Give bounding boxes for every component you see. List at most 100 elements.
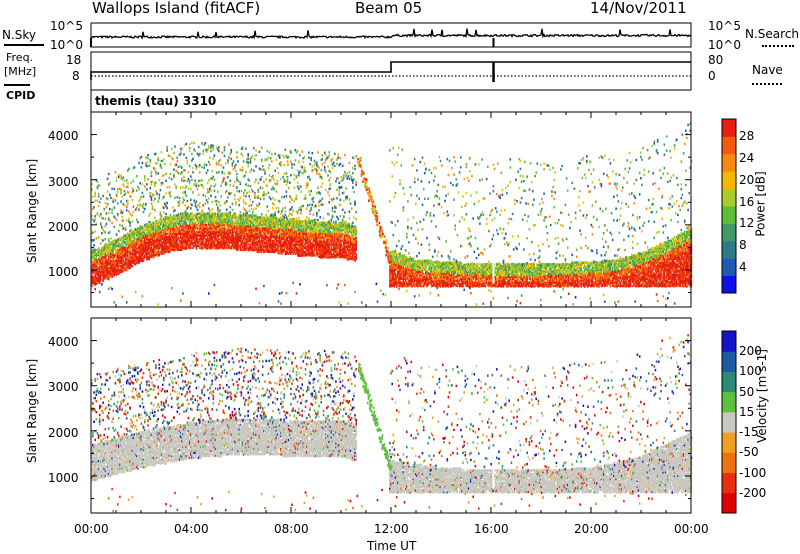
heatmap-cell <box>231 232 234 235</box>
heatmap-cell <box>128 248 130 251</box>
heatmap-cell <box>136 241 138 244</box>
heatmap-cell <box>128 220 130 223</box>
heatmap-cell <box>204 195 207 198</box>
heatmap-cell <box>186 180 189 183</box>
heatmap-cell <box>196 232 199 235</box>
heatmap-cell <box>168 236 171 239</box>
heatmap-cell <box>187 219 190 222</box>
heatmap-cell <box>120 236 122 239</box>
heatmap-cell <box>193 228 195 232</box>
heatmap-cell <box>132 236 135 239</box>
heatmap-cell <box>174 222 176 225</box>
heatmap-cell <box>197 212 200 215</box>
freq-tick-bottom: 8 <box>72 70 80 82</box>
heatmap-cell <box>97 272 100 276</box>
heatmap-cell <box>163 250 165 253</box>
heatmap-cell <box>332 221 335 224</box>
heatmap-cell <box>190 228 192 232</box>
heatmap-cell <box>208 212 210 215</box>
heatmap-cell <box>257 181 260 185</box>
heatmap-cell <box>121 254 123 257</box>
heatmap-cell <box>190 227 192 230</box>
heatmap-cell <box>121 241 123 245</box>
heatmap-cell <box>166 221 168 224</box>
heatmap-cell <box>232 228 235 231</box>
heatmap-cell <box>130 260 132 263</box>
heatmap-cell <box>280 177 282 181</box>
heatmap-cell <box>106 250 109 254</box>
heatmap-cell <box>238 214 240 217</box>
heatmap-cell <box>143 241 146 244</box>
heatmap-cell <box>109 241 111 244</box>
heatmap-cell <box>167 232 170 235</box>
heatmap-cell <box>119 223 121 227</box>
heatmap-cell <box>221 227 224 230</box>
heatmap-cell <box>217 148 219 151</box>
heatmap-cell <box>235 246 237 250</box>
heatmap-cell <box>160 241 163 245</box>
heatmap-cell <box>97 270 100 273</box>
heatmap-cell <box>265 178 267 181</box>
heatmap-cell <box>232 225 235 228</box>
heatmap-cell <box>191 235 193 239</box>
heatmap-cell <box>168 226 171 230</box>
heatmap-cell <box>222 239 225 243</box>
heatmap-cell <box>163 221 165 224</box>
heatmap-cell <box>174 164 176 167</box>
heatmap-cell <box>98 255 101 259</box>
heatmap-cell <box>102 259 104 262</box>
heatmap-cell <box>183 179 185 182</box>
heatmap-cell <box>238 218 240 221</box>
heatmap-cell <box>100 197 102 200</box>
heatmap-cell <box>137 221 139 224</box>
heatmap-cell <box>177 204 180 207</box>
heatmap-cell <box>152 240 155 243</box>
heatmap-cell <box>158 239 161 242</box>
heatmap-cell <box>217 212 219 216</box>
heatmap-cell <box>199 213 201 216</box>
heatmap-cell <box>136 189 138 192</box>
heatmap-cell <box>213 178 216 182</box>
heatmap-cell <box>183 212 185 215</box>
heatmap-cell <box>208 229 210 232</box>
heatmap-cell <box>125 243 128 246</box>
heatmap-cell <box>218 238 220 241</box>
heatmap-cell <box>141 232 144 236</box>
heatmap-cell <box>192 218 194 221</box>
heatmap-cell <box>119 243 121 246</box>
heatmap-cell <box>299 283 301 286</box>
heatmap-cell <box>136 231 138 234</box>
heatmap-cell <box>134 208 137 211</box>
heatmap-cell <box>149 232 152 235</box>
heatmap-cell <box>291 163 293 166</box>
heatmap-cell <box>272 174 274 177</box>
heatmap-cell <box>91 188 93 191</box>
heatmap-cell <box>203 227 206 230</box>
heatmap-cell <box>185 216 188 219</box>
heatmap-cell <box>167 244 170 248</box>
heatmap-cell <box>182 292 184 295</box>
heatmap-cell <box>263 197 265 201</box>
heatmap-cell <box>186 234 189 237</box>
heatmap-cell <box>96 259 99 262</box>
heatmap-cell <box>160 221 163 225</box>
heatmap-cell <box>191 152 193 156</box>
heatmap-cell <box>101 256 103 259</box>
heatmap-cell <box>337 217 339 221</box>
heatmap-cell <box>202 243 204 246</box>
heatmap-cell <box>224 218 227 221</box>
heatmap-cell <box>209 223 211 226</box>
heatmap-cell <box>284 210 287 213</box>
heatmap-cell <box>187 232 190 236</box>
heatmap-cell <box>113 261 116 264</box>
heatmap-cell <box>125 239 128 242</box>
heatmap-cell <box>113 225 116 229</box>
heatmap-cell <box>121 252 123 255</box>
heatmap-cell <box>122 176 125 179</box>
heatmap-cell <box>158 251 161 254</box>
heatmap-cell <box>129 258 131 261</box>
heatmap-cell <box>193 225 195 228</box>
heatmap-cell <box>116 214 119 217</box>
nsearch-label: N.Search <box>745 28 799 40</box>
heatmap-cell <box>141 204 144 207</box>
